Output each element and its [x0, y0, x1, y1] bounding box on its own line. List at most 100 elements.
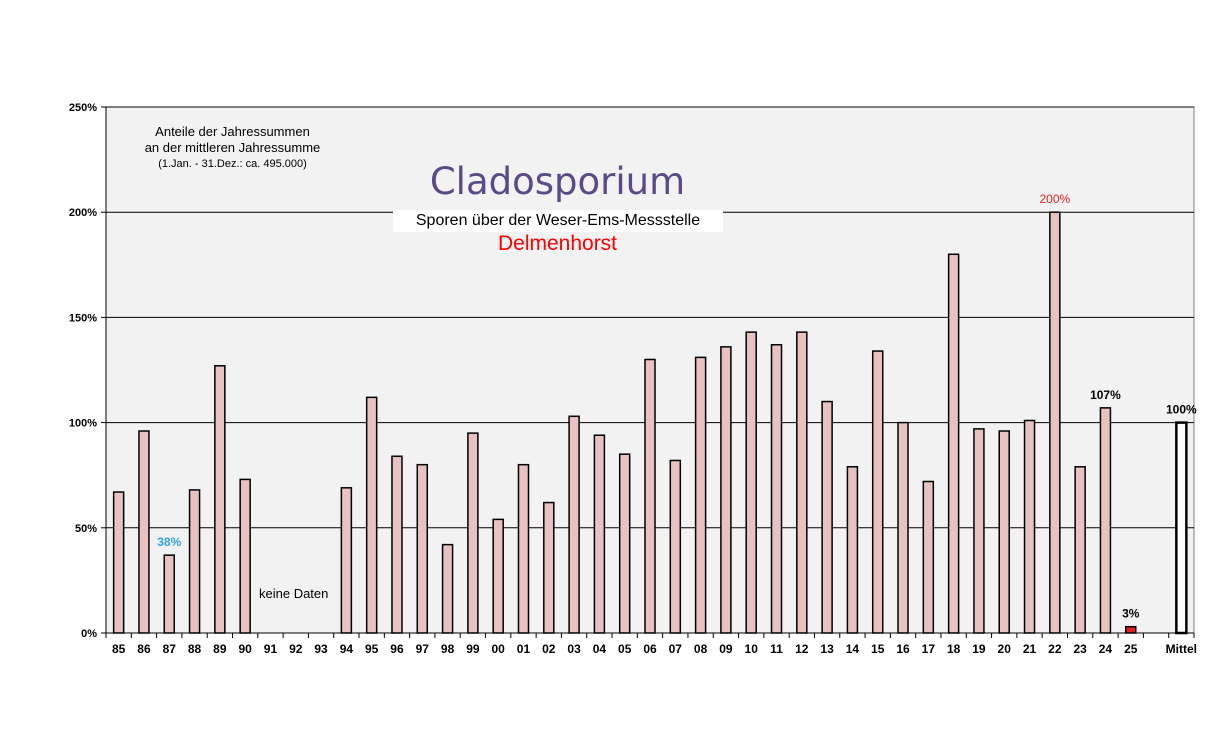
note-line-3: (1.Jan. - 31.Dez.: ca. 495.000): [158, 158, 307, 170]
x-tick-label: 24: [1099, 642, 1113, 656]
bar: [340, 487, 353, 634]
bar: [796, 331, 808, 634]
bar: [1099, 407, 1112, 634]
x-tick-label: 96: [390, 642, 404, 656]
bar: [543, 501, 555, 634]
bar: [1124, 625, 1137, 634]
y-tick-label: 100%: [69, 418, 97, 430]
x-tick-label: 23: [1073, 642, 1087, 656]
chart-subtitle: Sporen über der Weser-Ems-Messstelle: [393, 210, 723, 232]
bar: [947, 253, 960, 634]
x-tick-label: 98: [441, 642, 455, 656]
x-tick-label: 93: [314, 642, 328, 656]
chart-title: Cladosporium: [429, 160, 686, 203]
x-tick-label: 07: [669, 642, 683, 656]
x-tick-label: 95: [365, 642, 379, 656]
bar: [1023, 419, 1036, 634]
x-tick-label: 90: [238, 642, 252, 656]
x-tick-label: 15: [871, 642, 885, 656]
data-label: 107%: [1090, 388, 1121, 402]
x-axis: 85 86 87 88 89 90 91 92 93 94 95 96 97 98 99 00 01 02 03 04…: [105, 633, 1197, 656]
y-axis: 0% 50% 100% 150% 200% 250%: [69, 102, 1194, 640]
bar: [188, 489, 201, 634]
bar: [517, 463, 530, 634]
bar: [492, 518, 504, 634]
x-tick-label: 87: [163, 642, 177, 656]
x-tick-label: 88: [188, 642, 202, 656]
x-tick-label: 08: [694, 642, 708, 656]
bar: [416, 463, 429, 634]
bar: [922, 480, 935, 634]
bar: [618, 453, 631, 634]
bar: [745, 331, 757, 634]
x-tick-label: 91: [264, 642, 278, 656]
bar: [694, 356, 707, 634]
x-tick-label: 21: [1023, 642, 1037, 656]
x-tick-label: 03: [567, 642, 581, 656]
bar: [568, 415, 580, 634]
bar: [897, 421, 909, 634]
bar: [365, 396, 378, 634]
bar: [163, 554, 176, 634]
x-tick-label: 94: [340, 642, 354, 656]
bar: [239, 478, 251, 634]
data-label: 38%: [157, 535, 181, 549]
x-tick-label: 09: [719, 642, 733, 656]
data-label: 3%: [1122, 607, 1140, 621]
bar: [644, 358, 656, 634]
bar: [821, 400, 833, 634]
bar: [1175, 421, 1188, 635]
bar: [973, 428, 985, 634]
bar: [138, 430, 150, 634]
x-tick-label: 00: [492, 642, 506, 656]
bar: [112, 491, 125, 634]
x-tick-label: 22: [1048, 642, 1062, 656]
x-tick-label: 16: [896, 642, 910, 656]
data-label: 100%: [1166, 403, 1197, 417]
y-tick-label: 150%: [69, 312, 97, 324]
bar: [720, 346, 732, 634]
x-tick-label: 01: [517, 642, 531, 656]
bar: [770, 344, 783, 634]
bar: [467, 432, 479, 634]
x-tick-label: 18: [947, 642, 961, 656]
bar: [1074, 466, 1086, 634]
note-line-2: an der mittleren Jahressumme: [144, 140, 321, 155]
bar: [871, 350, 884, 634]
chart-location: Delmenhorst: [497, 232, 618, 255]
x-tick-label: 89: [213, 642, 227, 656]
x-tick-label: 14: [846, 642, 860, 656]
x-tick-label: 13: [820, 642, 834, 656]
x-tick-label: 12: [795, 642, 809, 656]
chart-note: Anteile der Jahressummen an der mittlere…: [130, 124, 335, 172]
x-tick-label: 97: [416, 642, 430, 656]
x-tick-label: 04: [593, 642, 607, 656]
x-tick-label: 10: [745, 642, 759, 656]
x-tick-label: 05: [618, 642, 632, 656]
x-tick-label: 86: [137, 642, 151, 656]
data-label: 200%: [1039, 192, 1070, 206]
bar: [391, 455, 403, 634]
bar: [846, 466, 859, 634]
bar: [441, 543, 454, 634]
bar: [669, 459, 682, 634]
x-tick-label: 20: [998, 642, 1012, 656]
x-tick-label: 92: [289, 642, 303, 656]
no-data-label: keine Daten: [259, 586, 329, 601]
y-tick-label: 0%: [81, 628, 97, 640]
bar: [593, 434, 606, 634]
data-labels: 38% 200% 107% 3% 100%: [157, 192, 1197, 620]
note-line-1: Anteile der Jahressummen: [155, 124, 310, 139]
x-tick-label: 17: [922, 642, 936, 656]
x-tick-label: 19: [972, 642, 986, 656]
bar: [214, 365, 226, 634]
x-tick-label: 06: [643, 642, 657, 656]
x-tick-label: 85: [112, 642, 126, 656]
x-tick-label: 11: [770, 642, 783, 656]
y-tick-label: 50%: [75, 523, 97, 535]
bar: [998, 430, 1010, 634]
y-tick-label: 200%: [69, 207, 97, 219]
y-tick-label: 250%: [69, 102, 97, 114]
x-tick-label: 02: [542, 642, 556, 656]
